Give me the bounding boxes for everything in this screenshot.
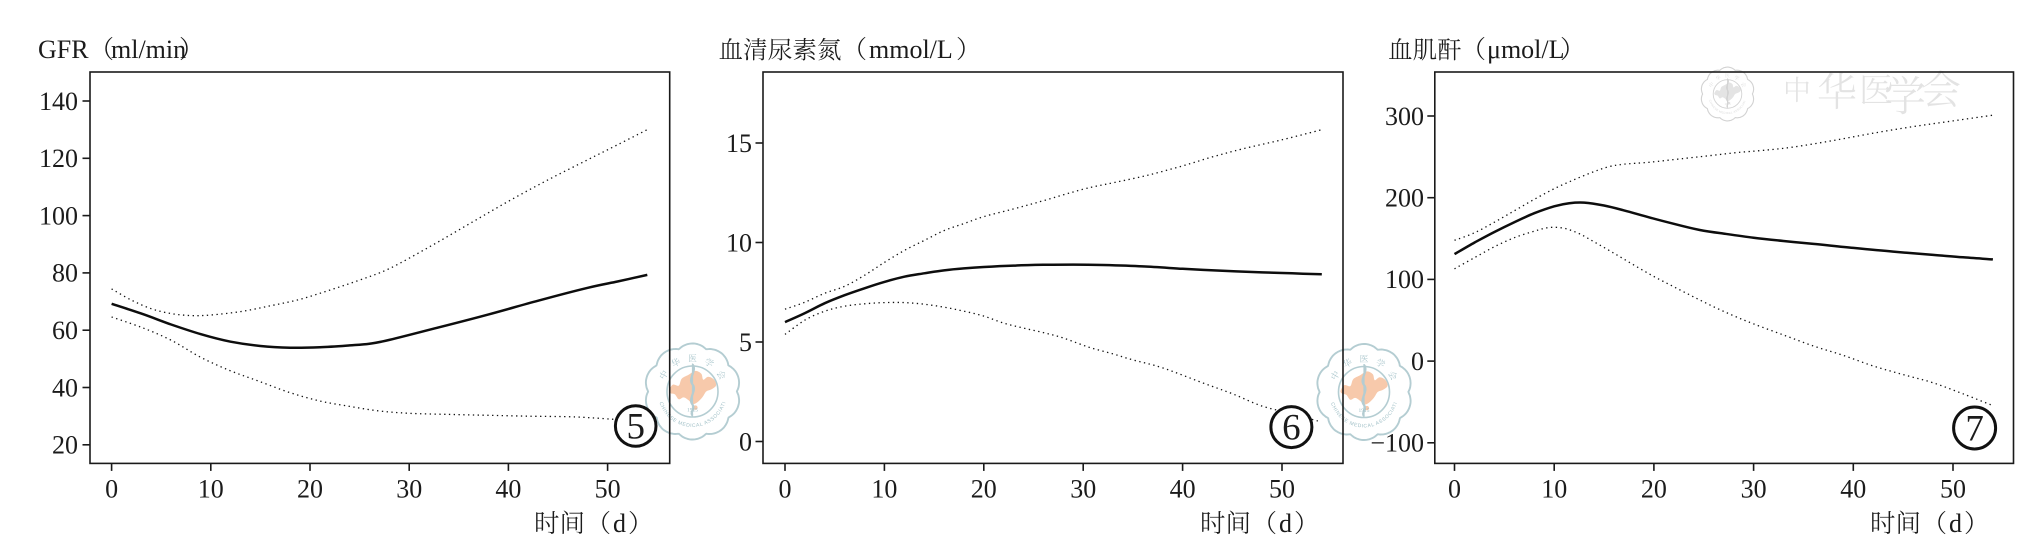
svg-text:100: 100 bbox=[39, 201, 78, 230]
svg-text:7: 7 bbox=[1965, 409, 1984, 450]
svg-text:6: 6 bbox=[1282, 408, 1301, 449]
svg-text:GFR: GFR bbox=[38, 35, 89, 64]
svg-text:10: 10 bbox=[871, 475, 897, 504]
svg-text:50: 50 bbox=[1269, 475, 1295, 504]
svg-text:40: 40 bbox=[495, 475, 521, 504]
svg-text:80: 80 bbox=[52, 259, 78, 288]
svg-text:10: 10 bbox=[198, 475, 224, 504]
svg-text:μmol/L: μmol/L bbox=[1487, 35, 1565, 64]
svg-text:d: d bbox=[1949, 509, 1962, 538]
svg-text:20: 20 bbox=[52, 431, 78, 460]
svg-text:40: 40 bbox=[1840, 475, 1866, 504]
svg-text:20: 20 bbox=[1641, 475, 1667, 504]
svg-text:15: 15 bbox=[726, 129, 752, 158]
svg-text:20: 20 bbox=[971, 475, 997, 504]
svg-text:10: 10 bbox=[726, 228, 752, 257]
svg-text:5: 5 bbox=[739, 328, 752, 357]
svg-text:60: 60 bbox=[52, 316, 78, 345]
svg-text:−100: −100 bbox=[1370, 429, 1424, 458]
svg-text:120: 120 bbox=[39, 144, 78, 173]
svg-text:0: 0 bbox=[779, 475, 792, 504]
svg-text:30: 30 bbox=[1741, 475, 1767, 504]
svg-text:0: 0 bbox=[105, 475, 118, 504]
svg-text:5: 5 bbox=[626, 407, 645, 448]
svg-text:0: 0 bbox=[1448, 475, 1461, 504]
svg-text:200: 200 bbox=[1385, 184, 1424, 213]
svg-text:50: 50 bbox=[1940, 475, 1966, 504]
svg-text:d: d bbox=[1279, 509, 1292, 538]
svg-text:d: d bbox=[613, 509, 626, 538]
svg-text:40: 40 bbox=[1170, 475, 1196, 504]
svg-text:1915: 1915 bbox=[1724, 102, 1731, 106]
svg-text:40: 40 bbox=[52, 373, 78, 402]
svg-text:50: 50 bbox=[595, 475, 621, 504]
svg-text:30: 30 bbox=[396, 475, 422, 504]
svg-text:mmol/L: mmol/L bbox=[869, 35, 953, 64]
svg-text:ml/min: ml/min bbox=[111, 35, 186, 64]
svg-text:0: 0 bbox=[739, 427, 752, 456]
svg-text:100: 100 bbox=[1385, 265, 1424, 294]
svg-text:140: 140 bbox=[39, 87, 78, 116]
svg-text:1915: 1915 bbox=[1359, 408, 1370, 414]
svg-text:30: 30 bbox=[1070, 475, 1096, 504]
svg-text:0: 0 bbox=[1411, 347, 1424, 376]
svg-text:1915: 1915 bbox=[687, 408, 698, 414]
svg-text:300: 300 bbox=[1385, 102, 1424, 131]
svg-text:20: 20 bbox=[297, 475, 323, 504]
svg-text:10: 10 bbox=[1541, 475, 1567, 504]
